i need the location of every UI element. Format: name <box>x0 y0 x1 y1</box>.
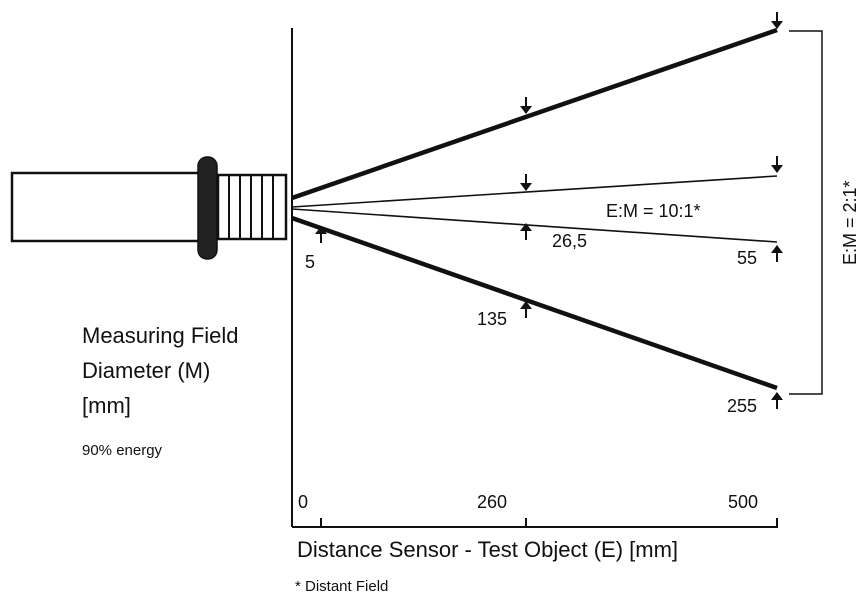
measuring-field-label: Measuring Field Diameter (M) [mm] <box>82 318 239 423</box>
distant-field-footnote: * Distant Field <box>295 578 389 595</box>
diameter-label-26-5: 26,5 <box>552 231 587 251</box>
lens-barrel-ridges <box>228 175 274 239</box>
sensor-body <box>10 171 204 243</box>
arrow-down-icon <box>770 11 784 30</box>
energy-note: 90% energy <box>82 442 163 459</box>
ratio-label-10to1: E:M = 10:1* <box>606 201 701 221</box>
cone-2to1-lower-edge <box>291 215 778 391</box>
ratio-bracket <box>789 30 823 395</box>
distance-tick-500: 500 <box>728 492 758 512</box>
measuring-field-label-line2: Diameter (M) <box>82 358 211 383</box>
diameter-label-135: 135 <box>477 309 507 329</box>
diameter-label-255: 255 <box>727 396 757 416</box>
measuring-field-label-line1: Measuring Field <box>82 323 239 348</box>
sensor-ring <box>197 156 218 260</box>
cone-2to1-upper-edge <box>291 27 778 201</box>
distance-tick-260: 260 <box>477 492 507 512</box>
arrow-down-icon <box>770 155 784 174</box>
ratio-label-2to1: E:M = 2:1* <box>840 180 860 265</box>
distance-axis-caption: Distance Sensor - Test Object (E) [mm] <box>297 537 679 562</box>
infrared-sensor-icon <box>10 156 288 260</box>
measuring-field-label-line3: [mm] <box>82 393 131 418</box>
arrow-up-icon <box>770 391 784 410</box>
cone-10to1-upper-edge <box>291 175 778 208</box>
arrow-down-icon <box>519 173 533 192</box>
cone-10to1-lower-edge <box>291 208 778 243</box>
diameter-label-55: 55 <box>737 248 757 268</box>
diameter-label-5: 5 <box>305 252 315 272</box>
distance-tick-0: 0 <box>298 492 308 512</box>
arrow-up-icon <box>770 244 784 263</box>
arrow-down-icon <box>519 96 533 115</box>
